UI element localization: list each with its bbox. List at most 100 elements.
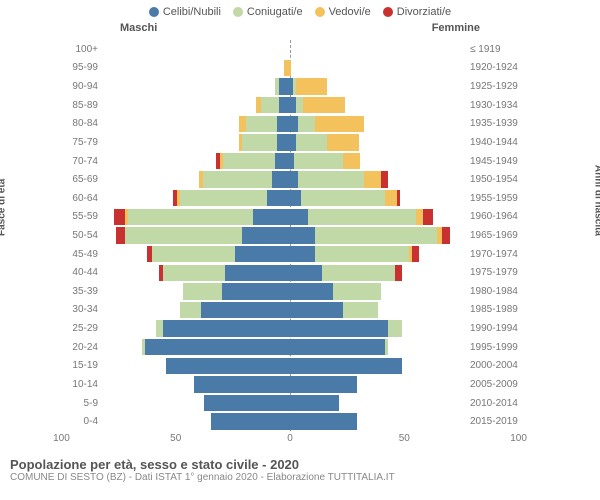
bar-female <box>284 339 466 355</box>
seg-celibi <box>284 302 343 318</box>
seg-vedovi <box>364 171 381 187</box>
seg-coniugati <box>294 153 343 169</box>
bar-male <box>102 134 284 150</box>
age-label: 5-9 <box>50 398 102 409</box>
seg-celibi <box>284 116 298 132</box>
legend-item: Coniugati/e <box>233 6 303 18</box>
chart-row: 20-241995-1999 <box>50 339 530 355</box>
seg-divorziati <box>381 171 388 187</box>
age-label: 80-84 <box>50 118 102 129</box>
seg-vedovi <box>327 134 358 150</box>
birth-year-label: 1930-1934 <box>466 100 530 111</box>
seg-coniugati <box>152 246 235 262</box>
bar-male <box>102 283 284 299</box>
bar-female <box>284 41 466 57</box>
legend: Celibi/NubiliConiugati/eVedovi/eDivorzia… <box>0 0 600 18</box>
bar-male <box>102 78 284 94</box>
bar-male <box>102 302 284 318</box>
chart-row: 95-991920-1924 <box>50 60 530 76</box>
bar-female <box>284 227 466 243</box>
seg-coniugati <box>246 116 277 132</box>
birth-year-label: 2010-2014 <box>466 398 530 409</box>
chart-row: 75-791940-1944 <box>50 134 530 150</box>
seg-divorziati <box>423 209 433 225</box>
seg-vedovi <box>239 116 246 132</box>
bar-female <box>284 265 466 281</box>
birth-year-label: 1945-1949 <box>466 156 530 167</box>
bar-male <box>102 339 284 355</box>
bar-male <box>102 41 284 57</box>
x-tick: 100 <box>53 433 70 444</box>
seg-celibi <box>284 376 357 392</box>
bar-male <box>102 97 284 113</box>
seg-coniugati <box>261 97 278 113</box>
chart-row: 85-891930-1934 <box>50 97 530 113</box>
legend-dot-icon <box>383 7 393 17</box>
seg-celibi <box>272 171 284 187</box>
birth-year-label: 1940-1944 <box>466 137 530 148</box>
seg-celibi <box>284 413 357 429</box>
birth-year-label: 2000-2004 <box>466 360 530 371</box>
seg-celibi <box>284 134 296 150</box>
chart-row: 50-541965-1969 <box>50 227 530 243</box>
bar-female <box>284 78 466 94</box>
birth-year-label: 1970-1974 <box>466 249 530 260</box>
seg-coniugati <box>125 227 243 243</box>
seg-celibi <box>163 320 284 336</box>
population-pyramid-chart: Maschi Femmine Fasce di età Anni di nasc… <box>0 18 600 453</box>
seg-divorziati <box>412 246 419 262</box>
seg-vedovi <box>343 153 360 169</box>
seg-celibi <box>284 97 296 113</box>
birth-year-label: 1990-1994 <box>466 323 530 334</box>
chart-subtitle: COMUNE DI SESTO (BZ) - Dati ISTAT 1° gen… <box>10 472 590 483</box>
chart-row: 30-341985-1989 <box>50 302 530 318</box>
bar-male <box>102 153 284 169</box>
seg-celibi <box>267 190 284 206</box>
seg-divorziati <box>116 227 125 243</box>
legend-item: Divorziati/e <box>383 6 451 18</box>
chart-row: 100+≤ 1919 <box>50 41 530 57</box>
seg-celibi <box>284 265 322 281</box>
chart-row: 80-841935-1939 <box>50 116 530 132</box>
chart-row: 25-291990-1994 <box>50 320 530 336</box>
legend-item: Vedovi/e <box>315 6 371 18</box>
chart-row: 45-49 1970-1974 <box>50 246 530 262</box>
y-axis-label-birth: Anni di nascita <box>593 164 600 235</box>
bar-female <box>284 60 466 76</box>
age-label: 45-49 <box>50 249 102 260</box>
chart-row: 70-741945-1949 <box>50 153 530 169</box>
bar-female <box>284 376 466 392</box>
bar-male <box>102 227 284 243</box>
bar-male <box>102 320 284 336</box>
bar-male <box>102 116 284 132</box>
bar-female <box>284 320 466 336</box>
seg-coniugati <box>183 283 221 299</box>
seg-coniugati <box>308 209 415 225</box>
seg-celibi <box>204 395 284 411</box>
seg-coniugati <box>322 265 395 281</box>
age-label: 60-64 <box>50 193 102 204</box>
seg-coniugati <box>203 171 272 187</box>
x-tick: 50 <box>170 433 181 444</box>
bar-male <box>102 358 284 374</box>
seg-vedovi <box>315 116 364 132</box>
bar-female <box>284 358 466 374</box>
bar-female <box>284 97 466 113</box>
bar-male <box>102 209 284 225</box>
chart-footer: Popolazione per età, sesso e stato civil… <box>0 453 600 483</box>
seg-celibi <box>284 227 315 243</box>
seg-celibi <box>284 78 293 94</box>
chart-row: 5-9 2010-2014 <box>50 395 530 411</box>
x-axis: 050100 50100 <box>50 433 530 449</box>
seg-vedovi <box>416 209 423 225</box>
seg-coniugati <box>242 134 277 150</box>
age-label: 90-94 <box>50 81 102 92</box>
bar-male <box>102 413 284 429</box>
birth-year-label: 1995-1999 <box>466 342 530 353</box>
seg-celibi <box>225 265 284 281</box>
column-header-male: Maschi <box>120 22 157 34</box>
age-label: 95-99 <box>50 62 102 73</box>
seg-celibi <box>284 209 308 225</box>
seg-celibi <box>284 339 385 355</box>
age-label: 0-4 <box>50 416 102 427</box>
